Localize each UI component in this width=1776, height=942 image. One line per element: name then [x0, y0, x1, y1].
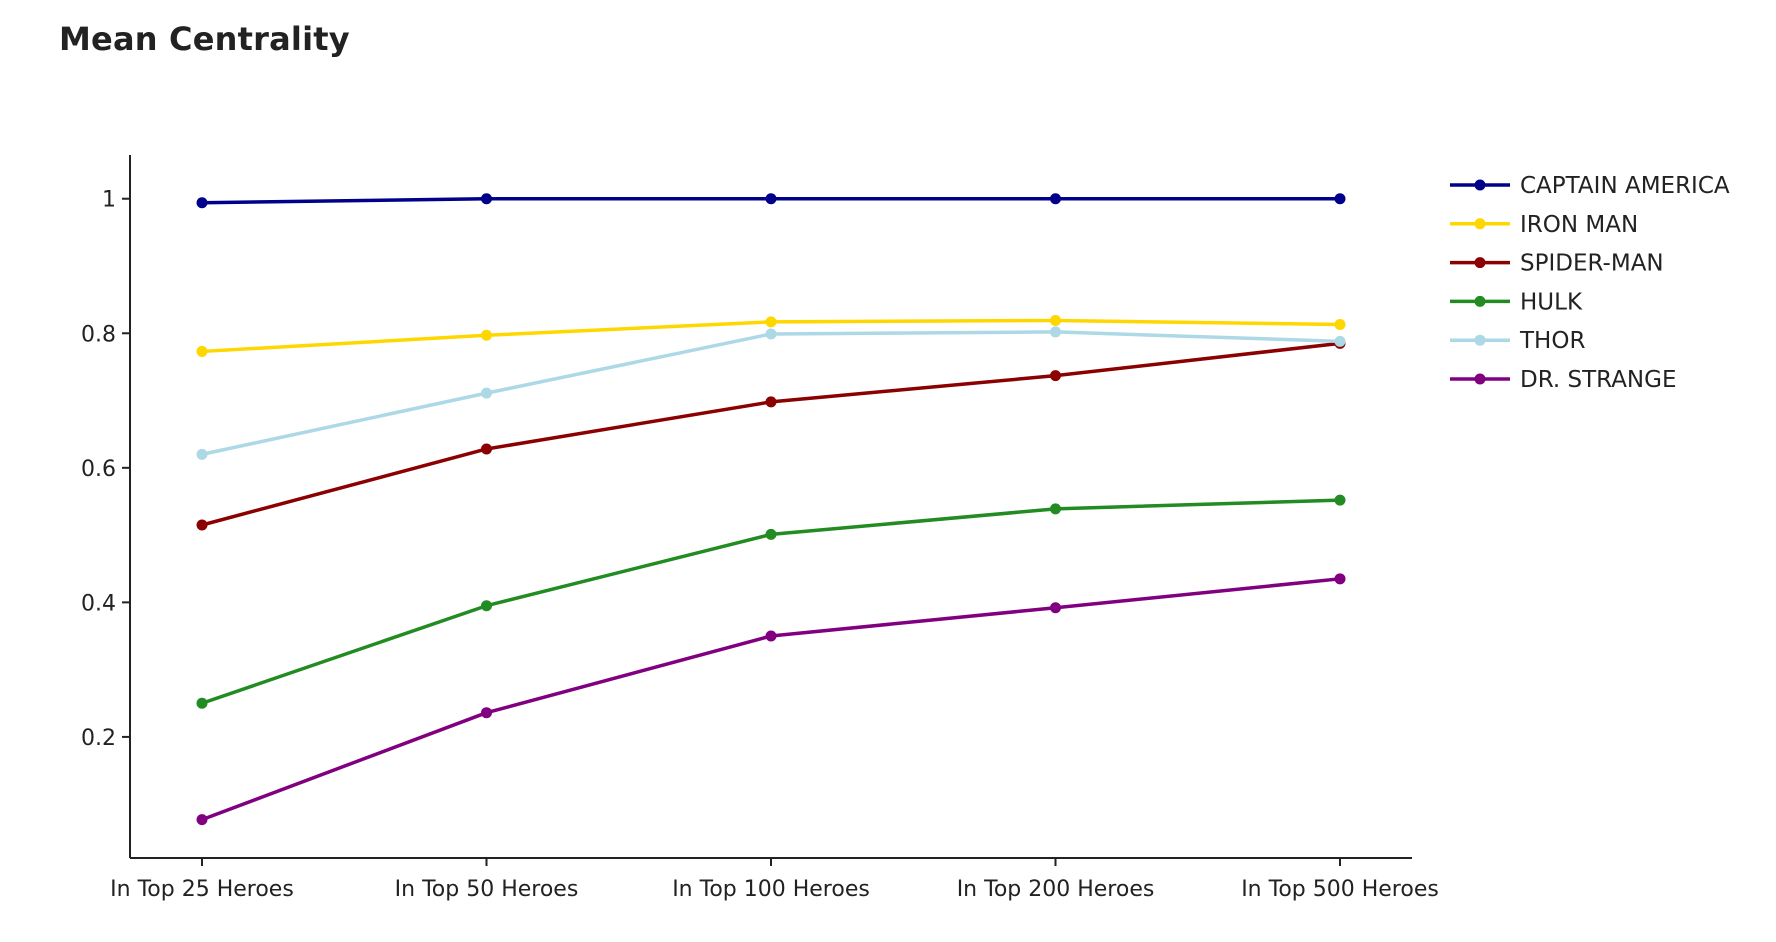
data-point-dr-strange	[481, 707, 492, 719]
legend-label: SPIDER-MAN	[1520, 251, 1664, 277]
legend-label: DR. STRANGE	[1520, 367, 1677, 393]
data-point-spider-man	[1050, 370, 1061, 382]
data-point-dr-strange	[1050, 602, 1061, 614]
y-ticks: 0.2 0.4 0.6 0.8 1	[81, 188, 130, 751]
legend-swatch-marker	[1474, 218, 1486, 230]
legend-swatch-marker	[1474, 295, 1486, 307]
x-tick-label: In Top 25 Heroes	[110, 877, 294, 902]
data-point-captain-america	[196, 197, 208, 209]
data-point-hulk	[1334, 494, 1346, 506]
x-tick-label: In Top 200 Heroes	[957, 877, 1155, 902]
data-point-spider-man	[765, 396, 777, 408]
data-point-iron-man	[481, 329, 492, 341]
series-captain-america	[196, 193, 1346, 209]
data-point-captain-america	[1050, 193, 1061, 205]
chart-title: Mean Centrality	[59, 20, 350, 58]
legend-label: CAPTAIN AMERICA	[1520, 173, 1730, 199]
data-point-dr-strange	[196, 814, 208, 826]
legend-swatch-marker	[1474, 257, 1486, 269]
x-tick-label: In Top 500 Heroes	[1241, 877, 1439, 902]
series-hulk	[196, 494, 1346, 709]
data-point-iron-man	[1050, 314, 1061, 326]
series-lines	[196, 193, 1346, 826]
series-line-dr-strange	[200, 577, 1342, 822]
data-point-thor	[1334, 335, 1346, 347]
y-tick-label: 0.2	[81, 726, 116, 751]
series-iron-man	[196, 314, 1346, 357]
series-line-thor	[200, 330, 1342, 457]
data-point-hulk	[481, 600, 492, 612]
series-spider-man	[196, 337, 1346, 531]
legend-item-dr-strange[interactable]: DR. STRANGE	[1450, 367, 1677, 393]
data-point-dr-strange	[1334, 573, 1346, 585]
data-point-thor	[481, 387, 492, 399]
legend-swatch-marker	[1474, 179, 1486, 191]
y-tick-label: 0.4	[81, 591, 116, 616]
data-point-spider-man	[481, 443, 492, 455]
legend-item-thor[interactable]: THOR	[1450, 328, 1585, 354]
legend[interactable]: CAPTAIN AMERICA IRON MAN SPIDER-MAN HULK THO…	[1450, 173, 1730, 393]
data-point-iron-man	[765, 316, 777, 328]
series-thor	[196, 326, 1346, 460]
x-tick-label: In Top 100 Heroes	[672, 877, 870, 902]
legend-item-spider-man[interactable]: SPIDER-MAN	[1450, 251, 1664, 277]
legend-swatch-marker	[1474, 334, 1486, 346]
x-ticks: In Top 25 Heroes In Top 50 Heroes In Top 1…	[110, 858, 1439, 902]
data-point-spider-man	[196, 519, 208, 531]
data-point-iron-man	[1334, 319, 1346, 331]
legend-label: HULK	[1520, 289, 1583, 315]
y-tick-label: 1	[102, 188, 116, 213]
legend-label: IRON MAN	[1520, 212, 1638, 238]
data-point-dr-strange	[765, 630, 777, 642]
data-point-hulk	[1050, 503, 1061, 515]
data-point-thor	[196, 448, 208, 460]
series-dr-strange	[196, 573, 1346, 826]
legend-item-captain-america[interactable]: CAPTAIN AMERICA	[1450, 173, 1730, 199]
data-point-thor	[765, 328, 777, 340]
data-point-thor	[1050, 326, 1061, 338]
legend-swatch-marker	[1474, 373, 1486, 385]
axes	[129, 155, 1412, 859]
data-point-hulk	[765, 528, 777, 540]
data-point-captain-america	[765, 193, 777, 205]
data-point-hulk	[196, 697, 208, 709]
series-line-spider-man	[200, 341, 1342, 527]
legend-item-iron-man[interactable]: IRON MAN	[1450, 212, 1638, 238]
y-tick-label: 0.8	[81, 322, 116, 347]
legend-item-hulk[interactable]: HULK	[1450, 289, 1583, 315]
data-point-captain-america	[1334, 193, 1346, 205]
y-tick-label: 0.6	[81, 457, 116, 482]
legend-label: THOR	[1519, 328, 1585, 354]
data-point-iron-man	[196, 345, 208, 357]
x-tick-label: In Top 50 Heroes	[395, 877, 579, 902]
data-point-captain-america	[481, 193, 492, 205]
